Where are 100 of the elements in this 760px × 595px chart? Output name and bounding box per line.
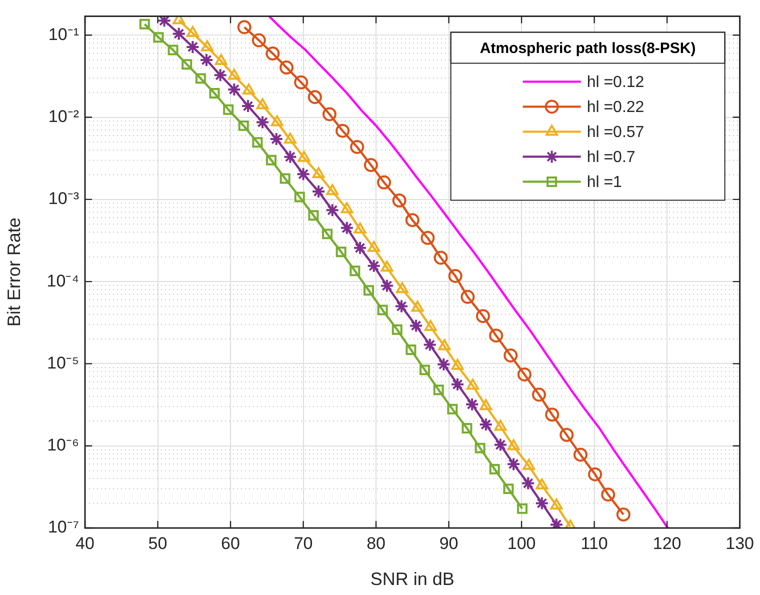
point xyxy=(227,82,242,96)
point xyxy=(550,498,563,510)
x-tick-label: 90 xyxy=(439,534,458,553)
point xyxy=(465,397,480,412)
point xyxy=(394,299,408,314)
point xyxy=(405,213,420,228)
point xyxy=(406,344,416,355)
point xyxy=(200,53,214,67)
point xyxy=(466,378,479,390)
y-tick-label: 10⁻⁴ xyxy=(46,271,79,290)
point xyxy=(422,338,437,352)
point xyxy=(433,384,444,396)
legend-label: hl =0.7 xyxy=(586,149,636,166)
point xyxy=(368,240,380,252)
point xyxy=(504,348,518,362)
point xyxy=(294,75,308,90)
point xyxy=(312,167,325,178)
point xyxy=(270,115,284,126)
point xyxy=(460,290,475,304)
point xyxy=(489,464,500,474)
point xyxy=(242,83,255,94)
point xyxy=(336,124,350,138)
point xyxy=(364,285,374,296)
point xyxy=(308,90,322,104)
point xyxy=(493,438,508,452)
point xyxy=(353,240,368,255)
point xyxy=(269,132,284,146)
point xyxy=(354,222,366,234)
point xyxy=(186,26,199,38)
y-axis-title: Bit Error Rate xyxy=(4,218,24,327)
legend-label: hl =0.57 xyxy=(586,124,644,142)
point xyxy=(252,33,266,48)
point xyxy=(312,184,326,198)
point xyxy=(296,167,310,182)
point xyxy=(172,26,186,41)
point xyxy=(308,210,319,221)
point xyxy=(392,194,406,208)
point xyxy=(213,68,228,82)
x-tick-label: 70 xyxy=(294,534,313,553)
point xyxy=(424,320,437,331)
point xyxy=(476,309,490,324)
point xyxy=(350,266,360,276)
point xyxy=(340,220,354,235)
point xyxy=(336,246,346,258)
point xyxy=(420,230,435,245)
point xyxy=(252,137,263,148)
point xyxy=(448,268,462,283)
point xyxy=(478,417,493,432)
point xyxy=(522,458,536,470)
point xyxy=(256,115,270,130)
x-tick-label: 50 xyxy=(148,534,168,553)
point xyxy=(411,300,424,312)
point xyxy=(438,339,451,350)
point xyxy=(294,192,305,202)
point xyxy=(139,18,150,30)
point xyxy=(436,357,451,372)
point xyxy=(447,404,458,414)
point xyxy=(322,107,336,122)
y-tick-label: 10⁻³ xyxy=(48,189,80,208)
x-tick-label: 80 xyxy=(366,534,386,553)
point xyxy=(480,399,492,410)
point xyxy=(532,388,546,402)
point xyxy=(517,367,532,382)
point xyxy=(396,282,408,294)
y-tick-label: 10⁻⁵ xyxy=(47,353,79,372)
point xyxy=(474,442,486,454)
point xyxy=(534,496,549,510)
point xyxy=(256,98,269,110)
point xyxy=(228,68,240,80)
point xyxy=(506,457,521,472)
x-tick-label: 120 xyxy=(652,534,682,553)
legend-label: hl =1 xyxy=(586,174,622,192)
point xyxy=(182,59,192,70)
x-tick-label: 130 xyxy=(726,534,754,553)
point xyxy=(545,408,560,422)
point xyxy=(266,154,276,166)
point xyxy=(450,377,465,392)
point xyxy=(238,120,249,131)
y-tick-label: 10⁻⁶ xyxy=(47,436,79,455)
point xyxy=(507,439,520,450)
point xyxy=(214,54,228,66)
point xyxy=(560,428,574,442)
x-tick-label: 100 xyxy=(507,534,536,553)
point xyxy=(298,150,310,162)
point xyxy=(340,202,354,214)
x-tick-label: 110 xyxy=(580,534,608,553)
point xyxy=(494,420,507,431)
point xyxy=(280,173,290,184)
point xyxy=(325,203,340,218)
point xyxy=(195,73,206,84)
legend-label: hl =0.22 xyxy=(586,99,644,116)
point xyxy=(209,88,220,99)
point xyxy=(489,328,504,343)
point xyxy=(284,132,296,144)
point xyxy=(434,250,448,265)
point xyxy=(573,448,588,462)
point xyxy=(326,184,339,196)
point xyxy=(266,46,280,61)
point xyxy=(201,40,214,52)
point xyxy=(451,358,464,370)
